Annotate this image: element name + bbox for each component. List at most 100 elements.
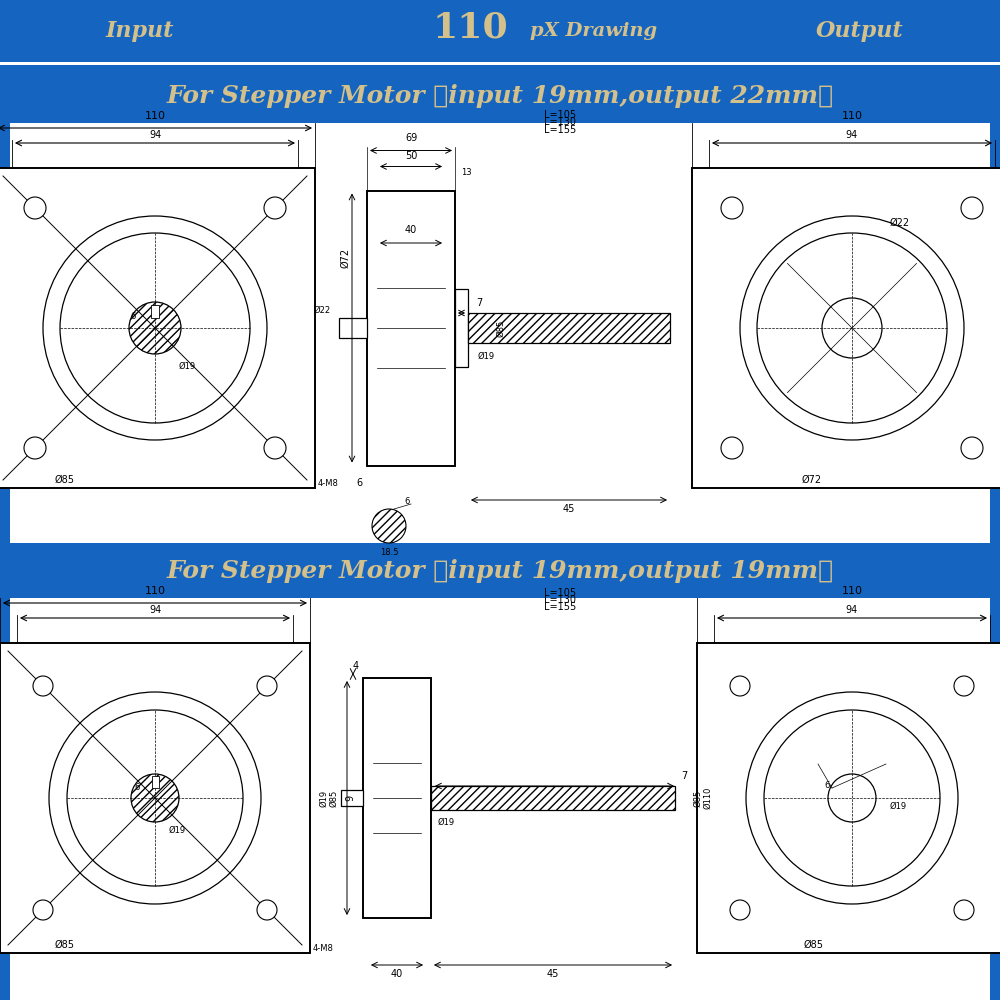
Circle shape: [740, 216, 964, 440]
Text: Ø85: Ø85: [693, 789, 702, 807]
Circle shape: [49, 692, 261, 904]
Circle shape: [954, 900, 974, 920]
Text: 110: 110: [842, 111, 862, 121]
Circle shape: [730, 900, 750, 920]
Text: 6: 6: [404, 497, 410, 506]
Text: 94: 94: [149, 605, 161, 615]
Text: 6: 6: [824, 782, 830, 791]
Text: 6: 6: [130, 312, 136, 321]
Text: Ø19: Ø19: [178, 362, 196, 371]
Text: pX Drawing: pX Drawing: [530, 22, 657, 40]
Circle shape: [257, 900, 277, 920]
Bar: [455, 289, 468, 367]
Text: Output: Output: [816, 20, 904, 42]
Text: 45: 45: [547, 969, 559, 979]
Bar: [0, 0, 1000, 68]
Text: 94: 94: [846, 130, 858, 140]
Bar: [0, 543, 1000, 598]
Bar: [0, 643, 310, 953]
Text: 110: 110: [432, 11, 508, 45]
Text: 7: 7: [476, 298, 482, 308]
Circle shape: [257, 676, 277, 696]
Bar: [152, 776, 158, 788]
Text: L=130: L=130: [544, 117, 576, 127]
Bar: [341, 790, 363, 806]
Text: 6: 6: [356, 478, 362, 488]
Circle shape: [764, 710, 940, 886]
Text: 45: 45: [563, 504, 575, 514]
Text: Ø19: Ø19: [319, 789, 328, 807]
Text: Ø110: Ø110: [703, 787, 712, 809]
Circle shape: [24, 437, 46, 459]
Text: 18.5: 18.5: [380, 548, 398, 557]
Text: 9: 9: [345, 795, 355, 801]
Text: Ø19: Ø19: [477, 352, 495, 361]
Bar: [0, 62, 1000, 65]
Text: 94: 94: [149, 130, 161, 140]
Circle shape: [721, 437, 743, 459]
Circle shape: [67, 710, 243, 886]
Text: Ø72: Ø72: [802, 475, 822, 485]
Text: Ø22: Ø22: [314, 306, 331, 314]
Text: L=155: L=155: [544, 602, 576, 612]
Bar: [692, 168, 1000, 488]
Text: For Stepper Motor （input 19mm,output 22mm）: For Stepper Motor （input 19mm,output 22m…: [166, 84, 834, 107]
Text: 4: 4: [353, 661, 359, 671]
Text: 110: 110: [144, 111, 166, 121]
Bar: [10, 123, 990, 543]
Circle shape: [24, 197, 46, 219]
Text: Ø85: Ø85: [55, 940, 75, 950]
Text: Ø85: Ø85: [329, 789, 338, 807]
Bar: [431, 786, 675, 810]
Text: 69: 69: [405, 133, 417, 143]
Circle shape: [730, 676, 750, 696]
Text: 6: 6: [134, 784, 140, 793]
Bar: [0, 168, 315, 488]
Circle shape: [954, 676, 974, 696]
Circle shape: [60, 233, 250, 423]
Text: 7: 7: [681, 771, 687, 781]
Circle shape: [721, 197, 743, 219]
Text: Ø19: Ø19: [437, 818, 455, 827]
Text: 4-M8: 4-M8: [313, 944, 334, 953]
Text: 94: 94: [846, 605, 858, 615]
Text: Ø85: Ø85: [55, 475, 75, 485]
Text: Input: Input: [106, 20, 174, 42]
Text: Ø22: Ø22: [890, 218, 910, 228]
Text: Ø85: Ø85: [804, 940, 824, 950]
Circle shape: [43, 216, 267, 440]
Text: For Stepper Motor （input 19mm,output 19mm）: For Stepper Motor （input 19mm,output 19m…: [166, 559, 834, 583]
Text: 13: 13: [461, 168, 472, 177]
Text: L=130: L=130: [544, 595, 576, 605]
Text: Ø85: Ø85: [496, 319, 505, 337]
Text: 40: 40: [391, 969, 403, 979]
Text: Ø19: Ø19: [168, 826, 186, 834]
Circle shape: [961, 437, 983, 459]
Text: Ø72: Ø72: [340, 248, 350, 268]
Bar: [10, 598, 990, 1000]
Circle shape: [746, 692, 958, 904]
Circle shape: [264, 197, 286, 219]
Circle shape: [822, 298, 882, 358]
Bar: [468, 313, 670, 343]
Circle shape: [33, 676, 53, 696]
Circle shape: [33, 900, 53, 920]
Bar: [363, 678, 431, 918]
Circle shape: [757, 233, 947, 423]
Text: 110: 110: [842, 586, 862, 596]
Bar: [697, 643, 1000, 953]
Text: 4-M8: 4-M8: [318, 479, 339, 488]
Text: 110: 110: [144, 586, 166, 596]
Bar: [0, 68, 1000, 123]
Text: Ø19: Ø19: [890, 802, 907, 811]
Circle shape: [264, 437, 286, 459]
Bar: [339, 318, 367, 338]
Text: 50: 50: [405, 151, 417, 161]
Text: L=155: L=155: [544, 125, 576, 135]
Circle shape: [961, 197, 983, 219]
Circle shape: [828, 774, 876, 822]
Bar: [151, 305, 159, 318]
Text: L=105: L=105: [544, 588, 576, 598]
Bar: [367, 190, 455, 466]
Text: 40: 40: [405, 225, 417, 235]
